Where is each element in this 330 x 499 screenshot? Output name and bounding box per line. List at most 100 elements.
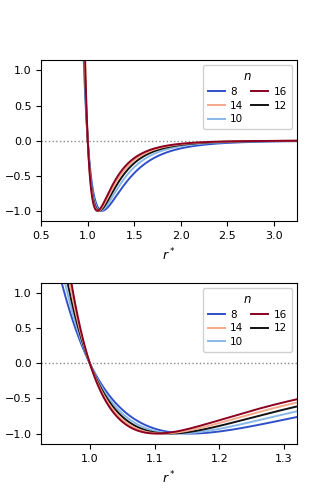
14 [148,148,152,154]
12 [263,411,267,417]
X-axis label: $r^*$: $r^*$ [162,247,176,263]
Line: 14: 14 [41,35,297,211]
16 [148,147,152,153]
12 [295,138,299,144]
8 [84,102,88,108]
12 [137,425,141,431]
12 [83,349,87,355]
12 [290,405,294,411]
8 [39,32,43,38]
10 [68,302,72,308]
X-axis label: $r^*$: $r^*$ [162,470,176,486]
16 [138,152,142,158]
14 [295,400,299,406]
10 [263,416,267,422]
12 [263,138,267,144]
16 [84,79,88,85]
10 [69,32,73,38]
10 [83,350,87,356]
16 [295,396,299,402]
16 [95,208,99,214]
12 [68,293,72,299]
14 [160,431,164,437]
Line: 16: 16 [41,35,297,211]
12 [148,150,152,156]
8 [188,431,192,437]
14 [96,208,100,214]
16 [137,428,141,434]
12 [138,156,142,162]
16 [39,255,43,261]
12 [39,255,43,261]
10 [295,408,299,414]
8 [39,255,43,261]
16 [295,138,299,144]
8 [83,351,87,357]
14 [290,401,294,407]
Legend: 8, 14, 10, 16, 12: 8, 14, 10, 16, 12 [203,288,292,352]
12 [290,138,294,144]
16 [83,346,87,352]
12 [167,431,171,437]
14 [263,138,267,144]
16 [68,274,72,280]
14 [84,85,88,91]
14 [295,138,299,144]
10 [176,431,180,437]
Line: 8: 8 [41,258,297,434]
8 [148,157,152,163]
8 [138,165,142,171]
Line: 10: 10 [41,35,297,211]
16 [154,431,158,437]
Line: 14: 14 [41,258,297,434]
10 [84,97,88,103]
16 [148,430,152,436]
8 [68,310,72,316]
16 [263,404,267,410]
10 [39,32,43,38]
10 [39,255,43,261]
10 [290,409,294,415]
16 [290,397,294,403]
10 [148,153,152,159]
8 [295,414,299,420]
14 [290,138,294,144]
8 [137,419,141,425]
10 [138,160,142,166]
14 [138,154,142,160]
14 [83,347,87,353]
16 [69,32,73,38]
12 [39,32,43,38]
8 [69,32,73,38]
8 [263,421,267,427]
8 [100,208,104,214]
10 [290,138,294,144]
10 [263,138,267,144]
14 [137,427,141,433]
8 [295,138,299,144]
8 [263,139,267,145]
14 [263,408,267,414]
10 [137,422,141,428]
Line: 8: 8 [41,35,297,211]
16 [39,32,43,38]
12 [97,208,101,214]
Line: 16: 16 [41,258,297,434]
12 [84,91,88,97]
14 [68,284,72,290]
Line: 12: 12 [41,258,297,434]
12 [295,403,299,409]
10 [148,427,152,433]
Line: 12: 12 [41,35,297,211]
8 [148,424,152,430]
12 [148,429,152,435]
14 [69,32,73,38]
8 [290,415,294,421]
10 [295,138,299,144]
16 [263,138,267,144]
8 [290,138,294,144]
12 [69,32,73,38]
14 [39,255,43,261]
10 [98,208,102,214]
14 [39,32,43,38]
